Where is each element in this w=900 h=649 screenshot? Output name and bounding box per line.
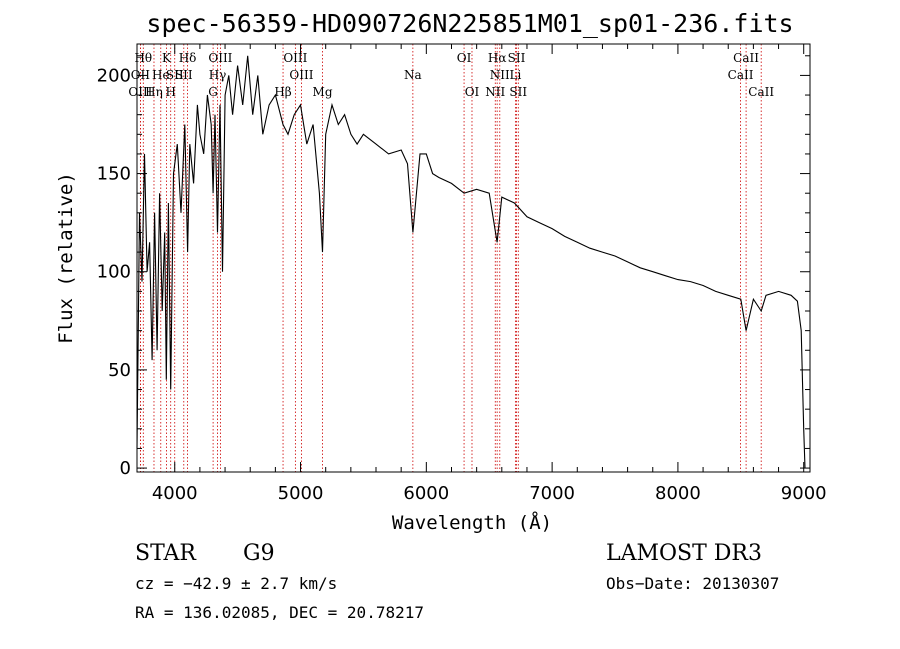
line-label: OIII [289,68,313,82]
y-tick-label: 100 [97,262,131,283]
y-tick-label: 50 [108,360,131,381]
line-markers [139,44,762,472]
survey-name: LAMOST DR3 [606,541,762,566]
x-tick-label: 9000 [781,483,827,504]
line-label: Hθ [134,51,152,65]
line-label: NII [490,68,510,82]
spectrum-series [136,55,806,469]
x-axis-label: Wavelength (Å) [392,511,552,534]
y-tick-label: 150 [97,164,131,185]
line-label: SII [508,51,526,65]
y-axis-ticks: 0 50 100 150 200 [97,55,810,479]
redshift-readout: cz = −42.9 ± 2.7 km/s [135,574,337,593]
line-label: Hδ [179,51,197,65]
x-tick-label: 6000 [403,483,449,504]
line-label: Hγ [209,68,227,82]
x-tick-label: 4000 [152,483,198,504]
line-label: Hα [488,51,507,65]
line-label: SII [509,85,527,99]
spectral-subclass: G9 [243,541,275,566]
coordinates-readout: RA = 136.02085, DEC = 20.78217 [135,603,424,622]
line-label: G [208,85,218,99]
plot-frame [136,43,811,473]
line-label: K [162,51,172,65]
line-label: H [165,85,175,99]
x-tick-label: 5000 [278,483,324,504]
line-label: OI [457,51,472,65]
line-label: Mg [313,85,333,99]
line-label: OIII [208,51,232,65]
line-label: CaII [748,85,774,99]
y-tick-label: 200 [97,65,131,86]
object-type: STAR [135,541,197,566]
y-axis-label: Flux (relative) [55,172,77,344]
line-label: NII [485,85,505,99]
x-tick-label: 7000 [529,483,575,504]
line-label: He [152,68,170,82]
x-axis-ticks: 4000 5000 6000 7000 8000 9000 [152,44,827,504]
line-label: Hη [145,85,163,99]
line-label: Hβ [274,85,291,99]
chart-title: spec-56359-HD090726N225851M01_sp01-236.f… [146,9,793,38]
x-tick-label: 8000 [655,483,701,504]
line-label: OI [465,85,480,99]
line-label: CaII [728,68,754,82]
line-label: Na [404,68,422,82]
line-label: CaII [733,51,759,65]
line-label: SII [166,68,184,82]
observation-date: Obs−Date: 20130307 [606,574,779,593]
line-labels: HθOIIOIIIHηHeKSIIHHδSIIOIIIHγGOIIIOIIIHβ… [128,51,774,99]
line-label: Li [509,68,521,82]
line-label: OIII [128,85,152,99]
line-label: SII [175,68,193,82]
line-label: OIII [283,51,307,65]
y-tick-label: 0 [120,458,131,479]
